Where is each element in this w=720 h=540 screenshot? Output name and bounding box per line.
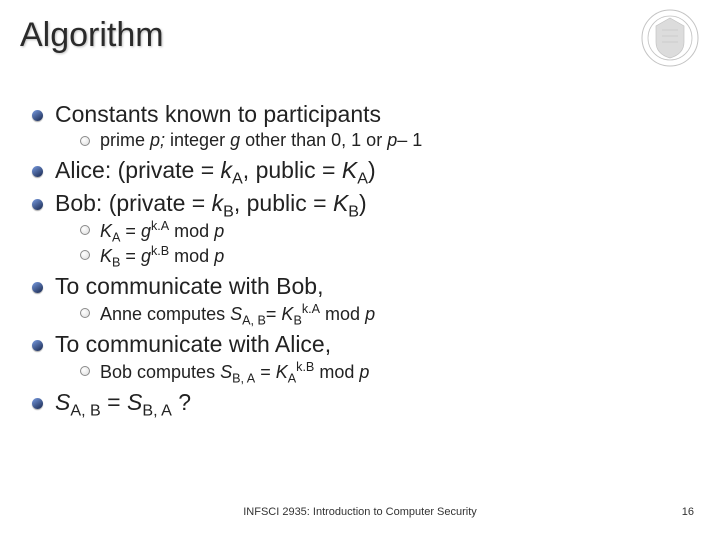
subbullet-text: KB = gk.B mod p bbox=[100, 244, 224, 267]
subbullet-anne: Anne computes SA, B= KBk.A mod p bbox=[80, 302, 688, 325]
bullet-text: Alice: (private = kA, public = KA) bbox=[55, 157, 376, 184]
bullet-dot-icon bbox=[32, 166, 43, 177]
bullet-comm-bob: To communicate with Bob, bbox=[32, 273, 688, 300]
bullet-comm-alice: To communicate with Alice, bbox=[32, 331, 688, 358]
subbullet-ka: KA = gk.A mod p bbox=[80, 219, 688, 242]
subbullet-ring-icon bbox=[80, 366, 90, 376]
seal-icon bbox=[640, 8, 700, 68]
subbullet-ring-icon bbox=[80, 136, 90, 146]
subbullet-prime: prime p; integer g other than 0, 1 or p–… bbox=[80, 130, 688, 151]
subbullet-ring-icon bbox=[80, 308, 90, 318]
subbullet-kb: KB = gk.B mod p bbox=[80, 244, 688, 267]
bullet-text: To communicate with Bob, bbox=[55, 273, 323, 300]
subbullet-ring-icon bbox=[80, 250, 90, 260]
bullet-question: SA, B = SB, A ? bbox=[32, 389, 688, 416]
bullet-text: SA, B = SB, A ? bbox=[55, 389, 191, 416]
slide-title: Algorithm bbox=[20, 16, 164, 55]
bullet-alice: Alice: (private = kA, public = KA) bbox=[32, 157, 688, 184]
bullet-dot-icon bbox=[32, 282, 43, 293]
bullet-constants: Constants known to participants bbox=[32, 101, 688, 128]
bullet-text: Bob: (private = kB, public = KB) bbox=[55, 190, 367, 217]
bullet-dot-icon bbox=[32, 110, 43, 121]
subbullet-text: prime p; integer g other than 0, 1 or p–… bbox=[100, 130, 422, 151]
bullet-dot-icon bbox=[32, 398, 43, 409]
bullet-bob: Bob: (private = kB, public = KB) bbox=[32, 190, 688, 217]
footer-center: INFSCI 2935: Introduction to Computer Se… bbox=[0, 506, 720, 518]
subbullet-bob: Bob computes SB, A = KAk.B mod p bbox=[80, 360, 688, 383]
bullet-text: To communicate with Alice, bbox=[55, 331, 331, 358]
subbullet-ring-icon bbox=[80, 225, 90, 235]
content-area: Constants known to participants prime p;… bbox=[32, 95, 688, 416]
subbullet-text: Bob computes SB, A = KAk.B mod p bbox=[100, 360, 369, 383]
bullet-dot-icon bbox=[32, 199, 43, 210]
subbullet-text: Anne computes SA, B= KBk.A mod p bbox=[100, 302, 375, 325]
bullet-text: Constants known to participants bbox=[55, 101, 381, 128]
subbullet-text: KA = gk.A mod p bbox=[100, 219, 224, 242]
bullet-dot-icon bbox=[32, 340, 43, 351]
footer-page-number: 16 bbox=[682, 506, 694, 518]
